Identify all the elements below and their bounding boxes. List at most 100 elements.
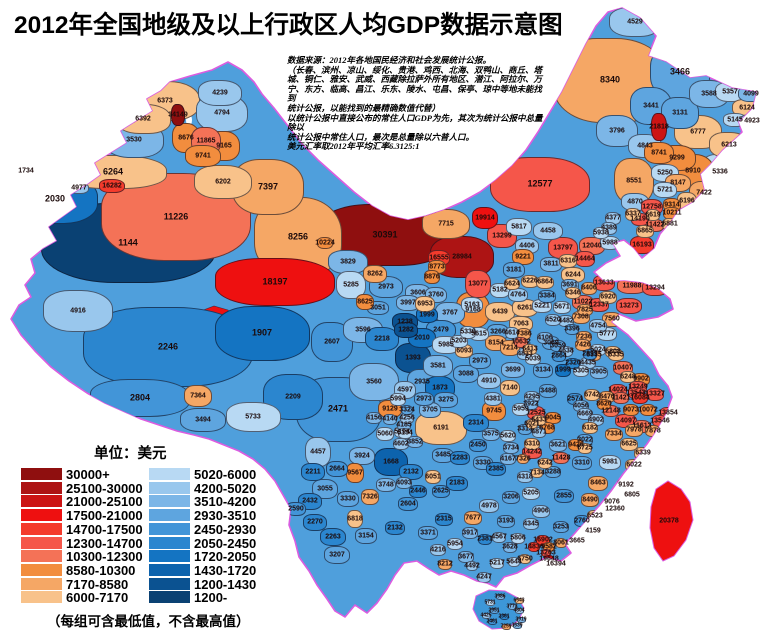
- region-blob: [581, 493, 599, 507]
- region-value-label: 3134: [535, 366, 551, 374]
- region-value-label: 3466: [669, 66, 691, 77]
- region-value-label: 4167: [500, 455, 516, 463]
- region-blob: [461, 297, 483, 313]
- region-value-label: 4833: [517, 350, 533, 358]
- region-blob: [479, 499, 499, 513]
- source-note-line: 宁、东方、临高、昌江、乐东、陵水、屯昌、保亭、琼中等地未能找到: [287, 83, 543, 104]
- region-value-label: 5733: [245, 413, 261, 421]
- region-value-label: 6261: [517, 304, 533, 312]
- region-value-label: 13294: [645, 284, 665, 292]
- region-value-label: 4140: [382, 415, 398, 423]
- region-blob: [593, 227, 609, 239]
- region-value-label: 8910: [685, 167, 701, 175]
- region-value-label: 5981: [602, 458, 618, 466]
- region-blob: [514, 608, 524, 614]
- region-value-label: 3288: [545, 468, 561, 476]
- region-value-label: 3734: [503, 444, 519, 452]
- region-value-label: 4318: [517, 473, 533, 481]
- region-value-label: 8876: [424, 273, 440, 281]
- region-value-label: 4764: [510, 291, 526, 299]
- region-blob: [356, 294, 374, 310]
- region-blob: [506, 218, 532, 236]
- region-value-label: 28984: [452, 253, 472, 261]
- region-value-label: 6248: [620, 373, 636, 381]
- region-value-label: 2010: [414, 334, 430, 342]
- region-blob: [215, 258, 335, 306]
- region-value-label: 11022: [573, 298, 593, 306]
- region-value-label: 3919: [515, 616, 527, 623]
- region-blob: [434, 392, 458, 408]
- region-value-label: 13299: [492, 232, 512, 240]
- region-blob: [425, 470, 441, 484]
- region-value-label: 9741: [195, 152, 211, 160]
- region-value-label: 4239: [212, 89, 228, 97]
- region-blob: [500, 380, 520, 396]
- region-value-label: 8463: [590, 479, 606, 487]
- region-value-label: 5938: [593, 229, 609, 237]
- region-value-label: 12148: [601, 407, 621, 415]
- region-blob: [620, 437, 638, 451]
- region-blob: [415, 296, 435, 312]
- region-value-label: 7560: [604, 315, 620, 323]
- region-value-label: 1873: [432, 384, 448, 392]
- region-blob: [572, 456, 592, 470]
- region-blob: [499, 614, 509, 620]
- region-value-label: 8625: [357, 298, 373, 306]
- region-value-label: 3628: [502, 543, 518, 551]
- region-value-label: 6264: [102, 166, 124, 177]
- region-value-label: 21818: [649, 123, 669, 131]
- region-value-label: 4871: [531, 428, 547, 436]
- region-value-label: 4482: [558, 317, 574, 325]
- region-value-label: 5285: [343, 281, 359, 289]
- region-value-label: 2899: [582, 350, 598, 358]
- region-value-label: 4056: [573, 402, 589, 410]
- region-value-label: 19648: [539, 555, 559, 563]
- region-value-label: 16193: [632, 241, 652, 249]
- region-blob: [531, 468, 543, 478]
- region-blob: [472, 207, 498, 229]
- region-value-label: 5217: [489, 559, 505, 567]
- region-value-label: 6373: [157, 97, 173, 105]
- region-value-label: 6310: [524, 440, 540, 448]
- region-blob: [423, 355, 453, 377]
- region-blob: [418, 526, 438, 540]
- region-value-label: 4638: [558, 347, 574, 355]
- region-value-label: 7236: [576, 333, 592, 341]
- region-value-label: 3677: [458, 553, 474, 561]
- region-value-label: 2471: [327, 403, 349, 414]
- region-value-label: 6392: [135, 115, 151, 123]
- region-blob: [524, 398, 538, 410]
- region-value-label: 6625: [621, 440, 637, 448]
- region-value-label: 5777: [599, 330, 615, 338]
- region-blob: [553, 300, 571, 314]
- region-value-label: 7878: [645, 427, 661, 435]
- region-value-label: 4843: [637, 142, 653, 150]
- region-value-label: 2604: [400, 500, 416, 508]
- region-value-label: 4406: [519, 242, 535, 250]
- region-blob: [478, 533, 492, 545]
- region-value-label: 2461: [486, 618, 498, 625]
- region-blob: [653, 182, 677, 198]
- region-value-label: 3266: [490, 328, 506, 336]
- region-value-label: 8773: [429, 263, 445, 271]
- region-value-label: 2951: [488, 607, 500, 614]
- region-value-label: 1144: [118, 237, 138, 248]
- region-value-label: 9168: [465, 306, 481, 314]
- region-value-label: 12758: [642, 203, 662, 211]
- region-value-label: 5205: [523, 489, 539, 497]
- region-blob: [194, 165, 252, 199]
- region-value-label: 6864: [537, 278, 553, 286]
- region-value-label: 4669: [577, 410, 593, 418]
- region-value-label: 6182: [582, 424, 598, 432]
- region-blob: [533, 362, 553, 378]
- region-blob: [553, 521, 569, 533]
- region-value-label: 7140: [502, 384, 518, 392]
- region-value-label: 7978: [626, 426, 642, 434]
- region-value-label: 4916: [70, 307, 86, 315]
- region-value-label: 16084: [630, 394, 650, 402]
- region-blob: [469, 438, 487, 452]
- region-value-label: 1668: [383, 458, 399, 466]
- region-value-label: 3997: [400, 299, 416, 307]
- region-value-label: 3055: [317, 485, 333, 493]
- region-value-label: 3330: [340, 495, 356, 503]
